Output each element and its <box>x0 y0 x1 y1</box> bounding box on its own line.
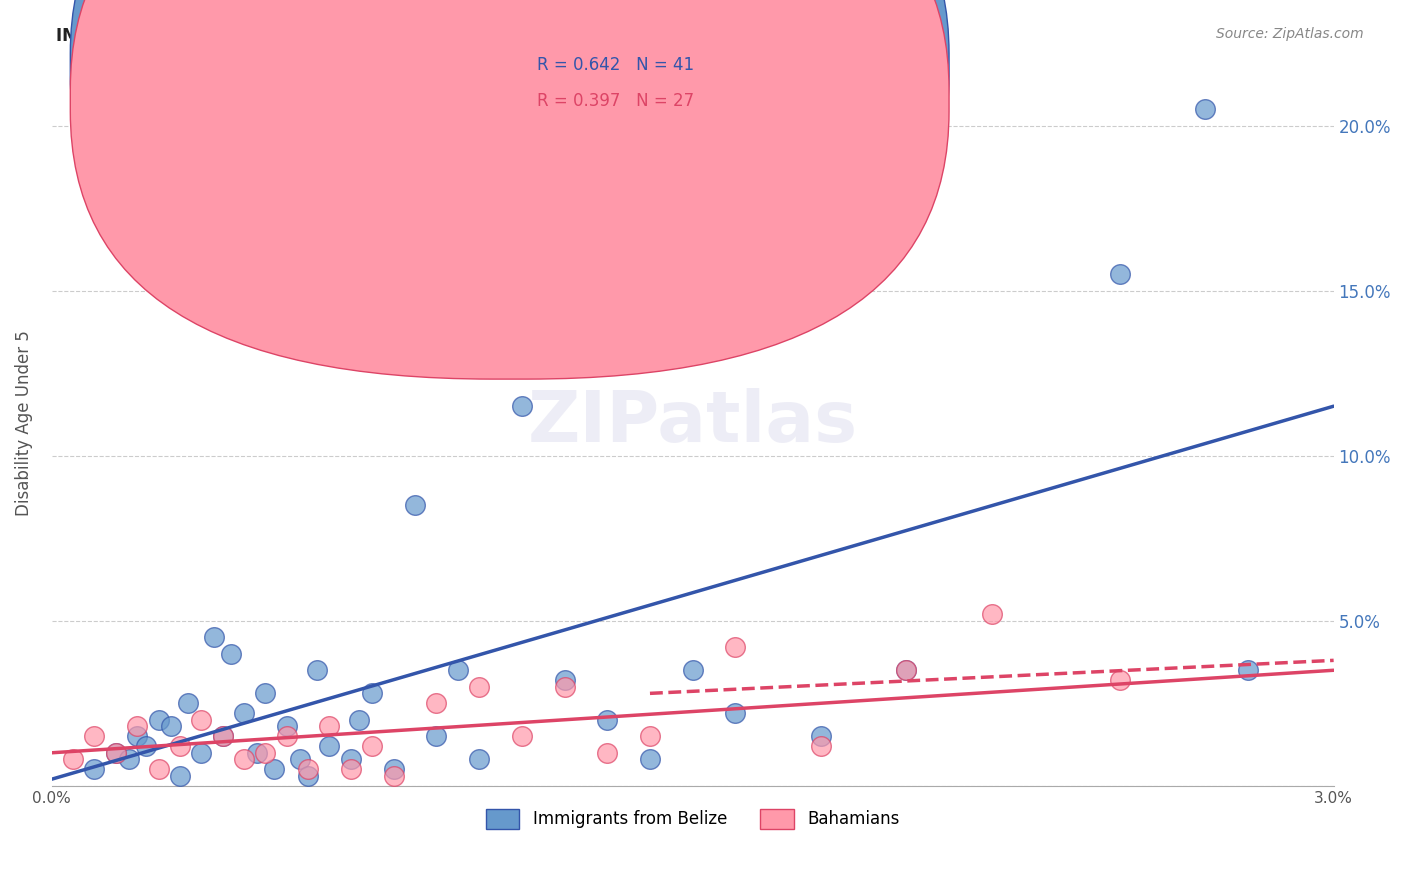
Point <box>305 663 328 677</box>
Point <box>1237 663 1260 677</box>
Point <box>276 719 298 733</box>
Point <box>596 713 619 727</box>
Point <box>276 729 298 743</box>
Point <box>425 729 447 743</box>
Text: IMMIGRANTS FROM BELIZE VS BAHAMIAN DISABILITY AGE UNDER 5 CORRELATION CHART: IMMIGRANTS FROM BELIZE VS BAHAMIAN DISAB… <box>56 27 893 45</box>
Point <box>447 663 470 677</box>
Point <box>638 729 661 743</box>
Point <box>896 663 918 677</box>
Legend: Immigrants from Belize, Bahamians: Immigrants from Belize, Bahamians <box>479 802 905 836</box>
Point <box>1109 267 1132 281</box>
Point <box>127 719 149 733</box>
Point <box>118 752 141 766</box>
Point <box>233 752 256 766</box>
Point <box>553 673 575 688</box>
Point <box>202 630 225 644</box>
Point <box>361 686 384 700</box>
Text: ZIPatlas: ZIPatlas <box>527 388 858 458</box>
Point <box>211 729 233 743</box>
Point <box>980 607 1002 622</box>
Point <box>288 752 311 766</box>
Point <box>246 746 269 760</box>
Point <box>169 769 191 783</box>
Point <box>254 746 277 760</box>
Point <box>553 680 575 694</box>
Point <box>233 706 256 721</box>
Text: Source: ZipAtlas.com: Source: ZipAtlas.com <box>1216 27 1364 41</box>
Point <box>340 762 363 776</box>
Point <box>425 696 447 710</box>
Point <box>135 739 157 754</box>
Point <box>177 696 200 710</box>
Point <box>211 729 233 743</box>
Point <box>83 762 105 776</box>
Point <box>810 729 832 743</box>
Point <box>263 762 285 776</box>
Point <box>596 746 619 760</box>
Text: R = 0.642   N = 41: R = 0.642 N = 41 <box>537 56 695 74</box>
Point <box>349 713 371 727</box>
Point <box>382 769 405 783</box>
Point <box>340 752 363 766</box>
Point <box>638 752 661 766</box>
Point <box>404 498 426 512</box>
Point <box>318 719 340 733</box>
Point <box>297 762 319 776</box>
Point <box>169 739 191 754</box>
Point <box>468 680 491 694</box>
Point <box>896 663 918 677</box>
Point <box>510 399 533 413</box>
Point <box>510 729 533 743</box>
Point <box>160 719 183 733</box>
Point <box>190 713 212 727</box>
Point <box>254 686 277 700</box>
Point <box>382 762 405 776</box>
Point <box>127 729 149 743</box>
Point <box>318 739 340 754</box>
Point <box>219 647 242 661</box>
Point <box>810 739 832 754</box>
Point <box>361 739 384 754</box>
Point <box>148 713 170 727</box>
Point <box>62 752 84 766</box>
Point <box>1194 102 1216 116</box>
Text: R = 0.397   N = 27: R = 0.397 N = 27 <box>537 92 695 110</box>
Point <box>1109 673 1132 688</box>
Point <box>104 746 127 760</box>
Point <box>148 762 170 776</box>
Point <box>104 746 127 760</box>
Point <box>724 640 747 655</box>
Point <box>297 769 319 783</box>
Point <box>190 746 212 760</box>
Point <box>682 663 704 677</box>
Point <box>468 752 491 766</box>
Point <box>83 729 105 743</box>
Point <box>724 706 747 721</box>
Y-axis label: Disability Age Under 5: Disability Age Under 5 <box>15 330 32 516</box>
